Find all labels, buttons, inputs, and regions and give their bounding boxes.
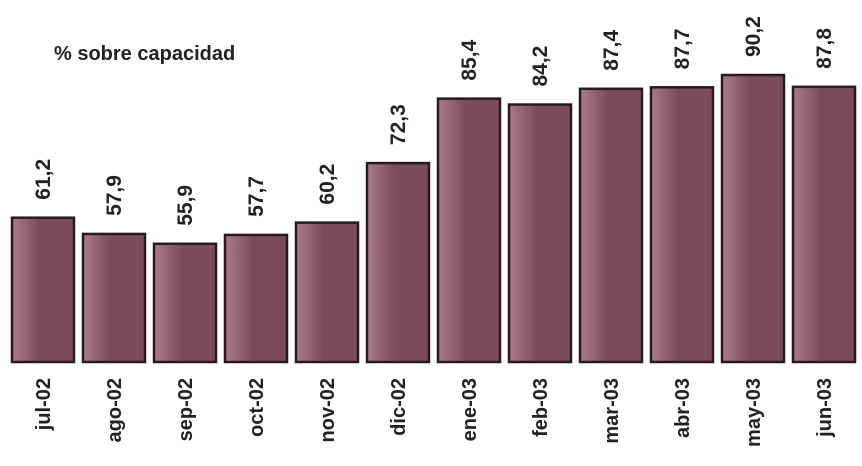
value-label-mar-03: 87,4 <box>600 30 623 71</box>
bar-feb-03 <box>507 103 573 364</box>
bar-nov-02 <box>294 221 360 364</box>
value-labels-group: 61,2 57,9 55,9 57,7 60,2 72,3 85,4 84,2 87,4 87,7… <box>32 16 836 226</box>
bar-jun-03 <box>791 85 857 364</box>
bar-jul-02 <box>10 216 76 364</box>
x-tick-label-sep-02: sep-02 <box>175 378 197 441</box>
x-tick-label-jul-02: jul-02 <box>33 378 55 431</box>
value-label-sep-02: 55,9 <box>174 185 197 226</box>
bars-group <box>10 73 857 364</box>
bar-ago-02 <box>81 232 147 364</box>
x-tick-label-may-03: may-03 <box>743 378 765 447</box>
bar-dic-02 <box>365 161 431 364</box>
x-tick-label-mar-03: mar-03 <box>601 378 623 444</box>
value-label-nov-02: 60,2 <box>316 164 339 205</box>
x-tick-label-abr-03: abr-03 <box>672 378 694 438</box>
value-label-jul-02: 61,2 <box>32 159 55 200</box>
x-tick-label-oct-02: oct-02 <box>246 378 268 437</box>
x-tick-label-ene-03: ene-03 <box>459 378 481 441</box>
value-label-feb-03: 84,2 <box>529 46 552 87</box>
x-tick-label-dic-02: dic-02 <box>388 378 410 436</box>
bar-may-03 <box>720 73 786 364</box>
x-tick-labels-group: jul-02 ago-02 sep-02 oct-02 nov-02 dic-02 ene-… <box>33 378 836 447</box>
value-label-ago-02: 57,9 <box>103 175 126 216</box>
value-label-jun-03: 87,8 <box>813 28 836 69</box>
value-label-oct-02: 57,7 <box>245 176 268 217</box>
x-tick-label-jun-03: jun-03 <box>814 378 836 438</box>
bar-ene-03 <box>436 97 502 364</box>
value-label-dic-02: 72,3 <box>387 104 410 145</box>
bar-oct-02 <box>223 233 289 364</box>
bar-abr-03 <box>649 86 715 364</box>
value-label-ene-03: 85,4 <box>458 39 481 80</box>
chart-title: % sobre capacidad <box>54 43 235 65</box>
value-label-may-03: 90,2 <box>742 16 765 57</box>
x-tick-label-ago-02: ago-02 <box>104 378 126 442</box>
x-tick-label-feb-03: feb-03 <box>530 378 552 437</box>
value-label-abr-03: 87,7 <box>671 28 694 69</box>
bar-mar-03 <box>578 87 644 364</box>
x-tick-label-nov-02: nov-02 <box>317 378 339 442</box>
bar-sep-02 <box>152 242 218 364</box>
